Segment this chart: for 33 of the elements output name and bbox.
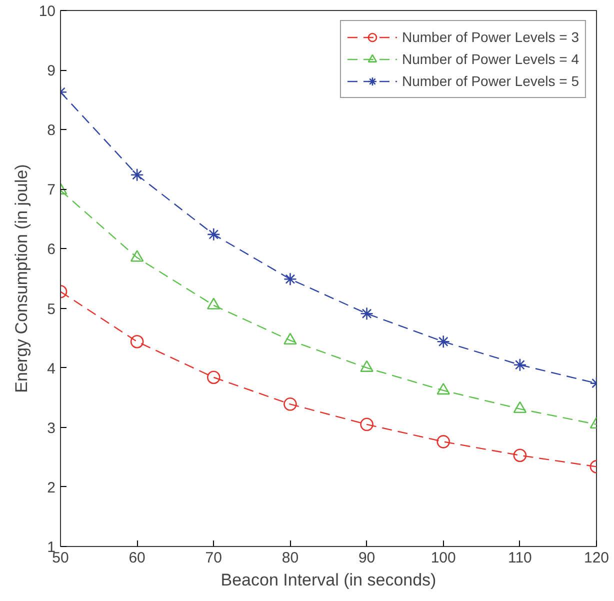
x-tick-label: 110 bbox=[508, 550, 532, 566]
y-tick-label: 9 bbox=[47, 62, 56, 80]
y-tick-label: 7 bbox=[47, 182, 56, 199]
point bbox=[513, 358, 527, 372]
x-tick-label: 100 bbox=[430, 550, 456, 566]
y-tick-label: 4 bbox=[47, 360, 56, 378]
y-tick-label: 5 bbox=[47, 300, 56, 318]
x-tick-label: 90 bbox=[358, 550, 376, 566]
point bbox=[436, 435, 450, 448]
y-axis-title: Energy Consumption (in joule) bbox=[12, 164, 31, 393]
y-tick-label: 2 bbox=[47, 479, 56, 496]
legend-label: Number of Power Levels = 4 bbox=[402, 51, 579, 67]
legend-label: Number of Power Levels = 3 bbox=[402, 29, 579, 45]
point bbox=[284, 272, 297, 286]
point bbox=[436, 334, 450, 348]
x-axis-title: Beacon Interval (in seconds) bbox=[220, 570, 436, 590]
x-tick-label: 70 bbox=[205, 550, 222, 566]
point bbox=[284, 398, 297, 411]
y-tick-label: 6 bbox=[47, 241, 56, 258]
point bbox=[360, 418, 374, 432]
y-tick-label: 8 bbox=[47, 122, 56, 140]
point bbox=[130, 334, 144, 348]
legend-label: Number of Power Levels = 5 bbox=[402, 73, 579, 89]
x-tick-label: 60 bbox=[128, 550, 146, 566]
point bbox=[206, 370, 220, 384]
y-tick-label: 10 bbox=[38, 3, 56, 20]
y-tick-label: 3 bbox=[47, 420, 56, 437]
point bbox=[130, 168, 144, 182]
point bbox=[206, 228, 220, 242]
x-tick-label: 120 bbox=[584, 550, 610, 566]
point bbox=[360, 306, 374, 320]
x-tick-label: 80 bbox=[282, 550, 299, 566]
point bbox=[513, 448, 527, 462]
